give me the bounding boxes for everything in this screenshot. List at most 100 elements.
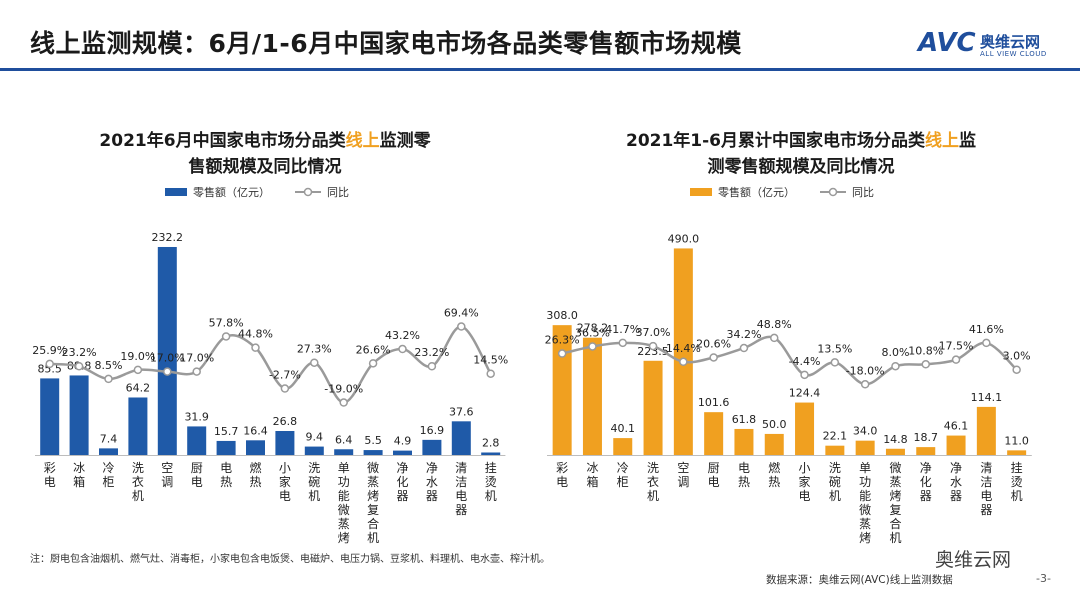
chart1-bar <box>128 397 148 455</box>
chart2-category-label: 空 <box>677 461 689 475</box>
chart1-category-label: 净 <box>396 461 408 475</box>
chart1-category-label: 器 <box>426 489 438 503</box>
logo-mark: AVC <box>918 28 976 58</box>
chart1-category-label: 烫 <box>485 475 497 489</box>
chart2-bar-value-label: 11.0 <box>1004 434 1029 447</box>
chart1-bar-value-label: 7.4 <box>100 432 118 445</box>
chart1-yoy-point <box>398 344 407 354</box>
chart1-category-label: 化 <box>396 475 408 489</box>
chart1-category-label: 调 <box>161 475 173 489</box>
page-title: 线上监测规模：6月/1-6月中国家电市场各品类零售额市场规模 <box>30 29 742 58</box>
chart1-yoy-line <box>49 325 492 404</box>
chart1-category-label: 器 <box>455 503 467 517</box>
chart2-bar <box>825 445 845 455</box>
chart2-bar-value-label: 46.1 <box>944 420 969 433</box>
avc-logo: AVC 奥维云网 ALL VIEW CLOUD <box>918 28 1058 64</box>
chart2-category-label: 机 <box>647 489 659 503</box>
chart2-category-label: 机 <box>889 531 901 545</box>
chart2-bar <box>613 438 633 455</box>
chart2-bar <box>916 447 936 455</box>
chart2-category-label: 燃 <box>768 460 780 475</box>
chart2-category-label: 电 <box>799 489 811 503</box>
chart1-yoy-label: 27.3% <box>297 343 332 356</box>
chart2-yoy-point <box>860 380 870 389</box>
chart1-category-label: 功 <box>338 475 350 489</box>
chart2-category-label: 电 <box>980 489 992 503</box>
chart1-yoy-label: 57.8% <box>209 316 244 329</box>
chart2-bar <box>855 440 875 455</box>
chart2-category-label: 清 <box>980 461 992 475</box>
chart2-yoy-point <box>739 343 749 353</box>
chart2-title-tail: 监 <box>959 131 977 151</box>
chart2-category-label: 合 <box>889 516 901 531</box>
chart2-category-label: 电 <box>708 475 720 489</box>
chart1-category-label: 机 <box>367 531 379 545</box>
chart2-category-label: 水 <box>950 475 962 489</box>
chart1-yoy-label: 26.6% <box>356 343 391 356</box>
chart2-category-label: 热 <box>738 475 750 489</box>
chart1-bar-value-label: 31.9 <box>184 410 209 423</box>
chart2-category-label: 冷 <box>617 461 629 475</box>
chart2-bar-value-label: 278.2 <box>577 322 609 335</box>
chart1-yoy-label: 44.8% <box>238 328 273 341</box>
chart2-yoy-label: 26.3% <box>545 334 580 347</box>
chart1-yoy-point <box>45 359 54 369</box>
chart2-yoy-point <box>921 360 930 369</box>
chart2-bar <box>976 406 996 455</box>
chart2-bar <box>704 412 724 455</box>
chart1-title-line2: 售额规模及同比情况 <box>188 157 342 177</box>
chart1-bar <box>481 452 501 455</box>
chart1-category-label: 合 <box>367 516 379 531</box>
logo-en: ALL VIEW CLOUD <box>980 50 1047 58</box>
logo-cn: 奥维云网 <box>980 33 1041 51</box>
chart1-legend-line-label: 同比 <box>327 186 349 199</box>
chart1-yoy-point <box>133 365 143 375</box>
chart1-bar-value-label: 4.9 <box>394 435 412 448</box>
chart1-category-label: 微 <box>367 461 379 475</box>
chart2-category-label: 烤 <box>859 530 871 545</box>
chart1-category-label: 电 <box>279 489 291 503</box>
chart1-category-label: 洗 <box>132 461 144 475</box>
chart2-category-label: 器 <box>980 503 992 517</box>
chart2-bar <box>1007 450 1027 455</box>
chart2-yoy-point <box>951 355 961 364</box>
chart1-bar-value-label: 26.8 <box>273 415 298 428</box>
chart2-category-label: 洗 <box>647 461 659 475</box>
chart1-yoy-label: 17.0% <box>179 352 214 365</box>
chart2-yoy-label: 13.5% <box>817 342 852 355</box>
chart1-category-label: 电 <box>220 461 232 475</box>
chart2-bar <box>643 360 663 455</box>
chart2-title-line2: 测零售额规模及同比情况 <box>707 157 895 177</box>
chart2-legend-line-marker <box>828 187 838 197</box>
chart1-yoy-point <box>192 367 201 376</box>
chart2-bar <box>795 402 815 455</box>
chart2-yoy-point <box>982 338 991 348</box>
chart2-category-label: 单 <box>859 461 871 475</box>
chart1-yoy-point <box>74 361 84 371</box>
chart1-category-label: 单 <box>338 461 350 475</box>
chart1-yoy-label: -2.7% <box>269 369 301 382</box>
chart1-bar-value-label: 9.4 <box>306 431 324 444</box>
chart2-category-label: 热 <box>768 475 780 489</box>
chart1-title-highlight: 线上 <box>345 131 380 151</box>
chart2-category-label: 厨 <box>708 461 720 475</box>
chart1-category-label: 洁 <box>455 475 467 489</box>
chart2-yoy-label: -4.4% <box>789 355 821 368</box>
chart2-category-label: 烫 <box>1011 475 1023 489</box>
chart2-bar <box>552 325 572 455</box>
chart2-category-label: 挂 <box>1011 461 1023 475</box>
chart1-legend-bar-label: 零售额（亿元） <box>193 185 270 199</box>
chart1-bar <box>216 440 236 455</box>
chart1-yoy-point <box>310 358 319 367</box>
chart2-bar-value-label: 34.0 <box>853 425 878 438</box>
chart1-legend-bar-swatch <box>165 188 187 196</box>
chart1-bar <box>334 449 354 455</box>
chart1-category-label: 水 <box>426 475 438 489</box>
chart2-yoy-point <box>588 342 597 351</box>
chart1-yoy-point <box>163 367 172 376</box>
chart2-yoy-point <box>891 361 900 371</box>
chart1-category-label: 热 <box>249 475 261 489</box>
chart2-bar <box>734 428 754 455</box>
chart2-bar <box>673 248 693 455</box>
chart1-yoy-point <box>368 359 378 368</box>
